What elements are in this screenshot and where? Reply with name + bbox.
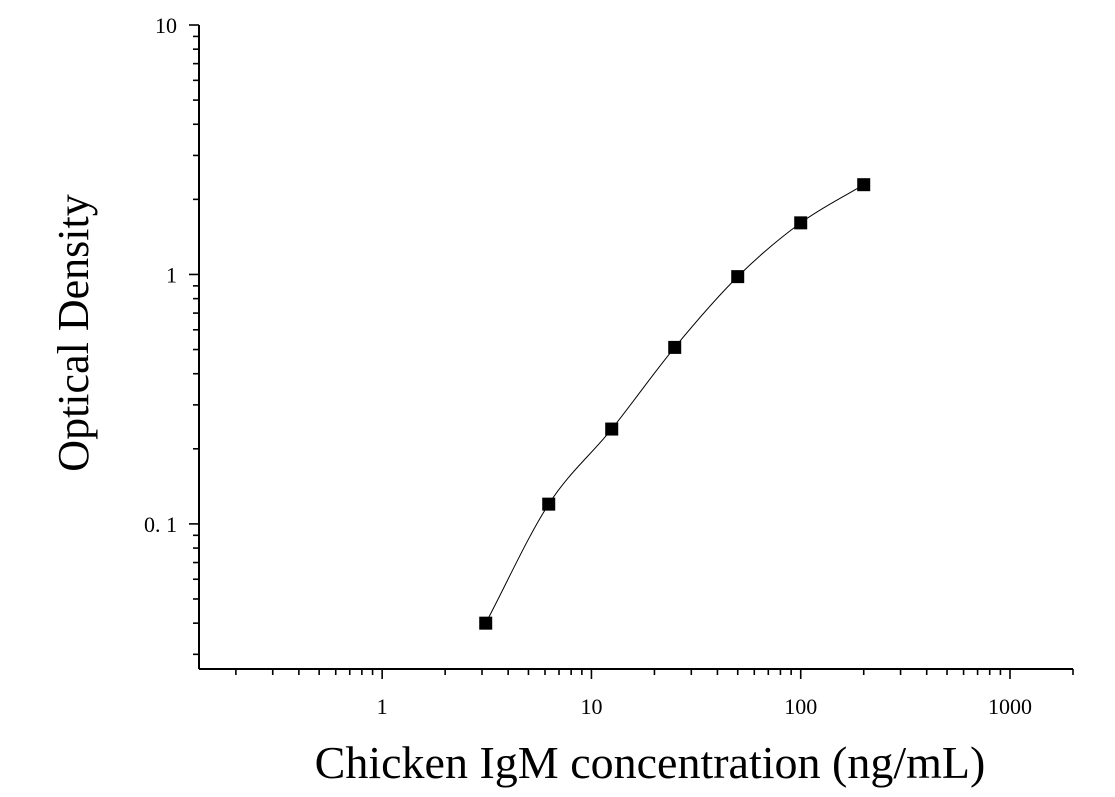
data-point [668,340,682,354]
data-point [542,497,556,511]
x-tick-label: 100 [784,694,817,719]
plot-area: 1 10 100 1000 0. 1 1 10 [144,13,1074,719]
data-point [857,178,871,192]
y-tick-label: 10 [155,13,177,38]
data-point [605,422,619,436]
y-tick-label: 0. 1 [144,512,177,537]
x-axis-title: Chicken IgM concentration (ng/mL) [315,737,986,788]
y-tick-label: 1 [166,262,177,287]
data-point [731,270,745,284]
x-tick-label: 1 [377,694,388,719]
x-tick-label: 10 [580,694,602,719]
y-axis-title: Optical Density [49,194,98,471]
data-point [479,616,493,630]
x-tick-label: 1000 [988,694,1032,719]
fit-curve [485,184,864,624]
data-point [794,216,808,230]
